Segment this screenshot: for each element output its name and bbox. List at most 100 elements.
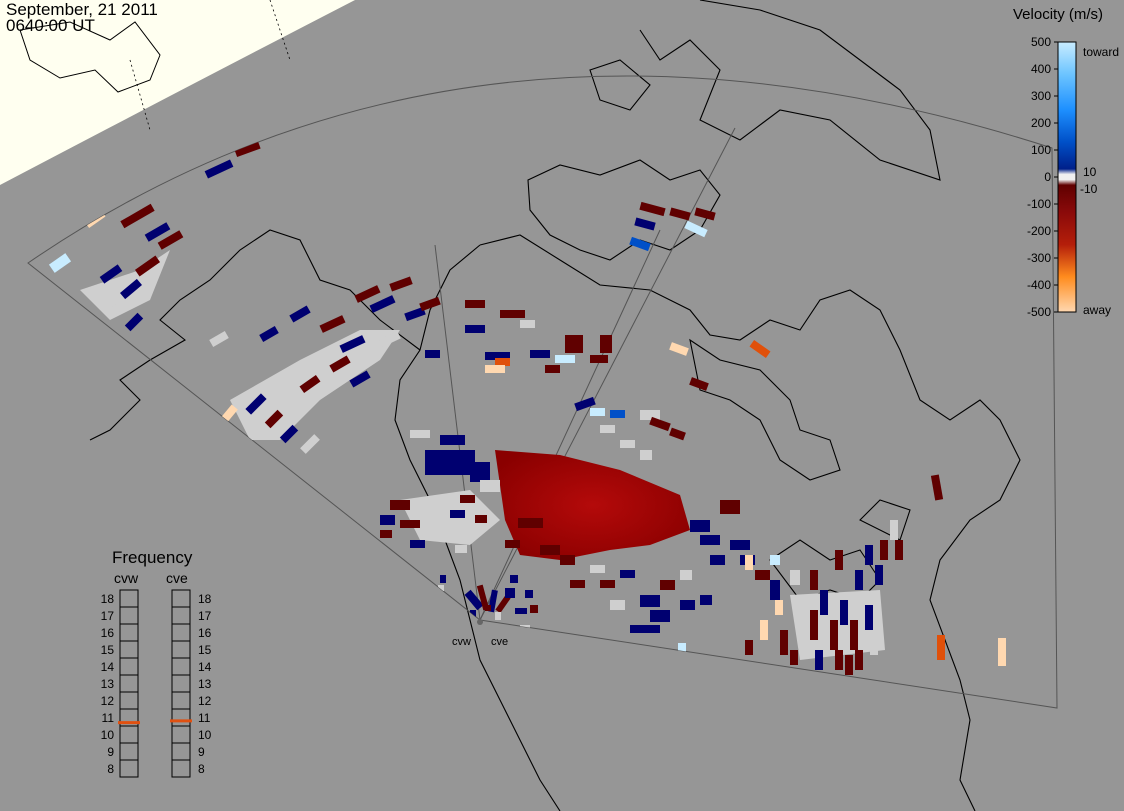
velocity-cell [464,589,484,611]
velocity-cell [600,425,615,433]
velocity-cell [730,540,750,550]
velocity-cell [639,201,666,217]
velocity-cell [465,300,485,308]
velocity-inner-tick-pos: 10 [1083,165,1097,179]
time-label: 0640:00 UT [6,16,95,35]
velocity-cell [640,410,660,420]
velocity-blob [495,450,690,560]
velocity-cell [600,335,612,353]
frequency-tick-right: 10 [198,728,212,742]
velocity-cell [520,320,535,328]
velocity-cell [690,520,710,532]
frequency-cell [171,623,191,642]
velocity-cell [465,325,485,333]
velocity-cell [48,253,72,273]
frequency-cell [171,691,191,710]
velocity-cell [349,370,371,388]
velocity-cell [649,416,671,432]
velocity-cell [780,630,788,655]
frequency-tick-left: 17 [100,609,114,623]
velocity-cell [530,350,550,358]
velocity-cell [289,305,311,323]
frequency-tick-left: 9 [107,745,114,759]
velocity-cell [810,610,818,640]
velocity-cell [495,358,510,366]
frequency-tick-right: 18 [198,592,212,606]
frequency-tick-right: 17 [198,609,212,623]
velocity-cell [710,555,725,565]
frequency-tick-left: 16 [100,626,114,640]
velocity-cell [937,635,945,660]
frequency-cell [171,725,191,744]
velocity-cell [775,600,783,615]
velocity-cell [650,610,670,622]
velocity-cell [845,655,853,675]
velocity-cell [425,450,475,475]
radar-beam-line [479,229,661,621]
velocity-cell [410,540,425,548]
greenland-coast-cap [19,21,161,93]
velocity-tick-label: 200 [1030,116,1051,130]
velocity-cell [930,474,944,501]
field-of-view-outline [27,75,1058,709]
frequency-cell [119,742,139,761]
velocity-cell [380,515,395,525]
velocity-cell [460,495,475,503]
frequency-panel-title: Frequency [112,548,193,567]
away-label: away [1083,303,1112,317]
frequency-cell [119,691,139,710]
velocity-cell [120,203,155,229]
velocity-cell [99,264,123,284]
frequency-cell [119,674,139,693]
velocity-cell [678,643,686,653]
velocity-cell [694,207,716,221]
frequency-tick-left: 13 [100,677,114,691]
velocity-cell [204,159,234,179]
velocity-cell [565,335,583,353]
velocity-cell [525,590,533,598]
coastlines [89,0,1021,811]
frequency-boxes [118,589,192,778]
velocity-cell [510,575,518,583]
velocity-cell [745,640,753,655]
velocity-cell [570,580,585,588]
velocity-cell [590,408,605,416]
velocity-cell [620,570,635,578]
velocity-cell [855,570,863,590]
velocity-cell [630,625,660,633]
velocity-cell [84,209,106,229]
radar-name-cve: cve [166,570,188,586]
velocity-cell [505,540,520,548]
frequency-tick-left: 11 [101,711,114,725]
frequency-cell [171,589,191,608]
velocity-tick-label: 400 [1030,62,1051,76]
velocity-tick-label: 300 [1030,89,1051,103]
frequency-tick-left: 15 [100,643,114,657]
velocity-tick-label: -400 [1026,278,1051,292]
velocity-tick-label: 500 [1030,35,1051,49]
frequency-tick-left: 14 [100,660,114,674]
velocity-cell [419,296,441,312]
velocity-cell [425,350,440,358]
velocity-cell [689,377,709,391]
velocity-tick-label: -200 [1026,224,1051,238]
velocity-cell [299,374,321,394]
velocity-cell [850,620,858,650]
frequency-cell [171,742,191,761]
velocity-cell [319,315,346,333]
velocity-cell [430,520,450,530]
velocity-cell [634,217,656,231]
frequency-tick-left: 10 [100,728,114,742]
velocity-cell [790,570,800,585]
velocity-cell [835,550,843,570]
velocity-cell [640,450,652,460]
velocity-cell [684,220,708,238]
velocity-tick-label: 100 [1030,143,1051,157]
velocity-tick-label: -300 [1026,251,1051,265]
velocity-cell [470,610,476,618]
velocity-inner-tick-neg: -10 [1080,182,1098,196]
velocity-cell [259,326,279,342]
velocity-cell [669,207,691,221]
velocity-cell [800,630,808,655]
